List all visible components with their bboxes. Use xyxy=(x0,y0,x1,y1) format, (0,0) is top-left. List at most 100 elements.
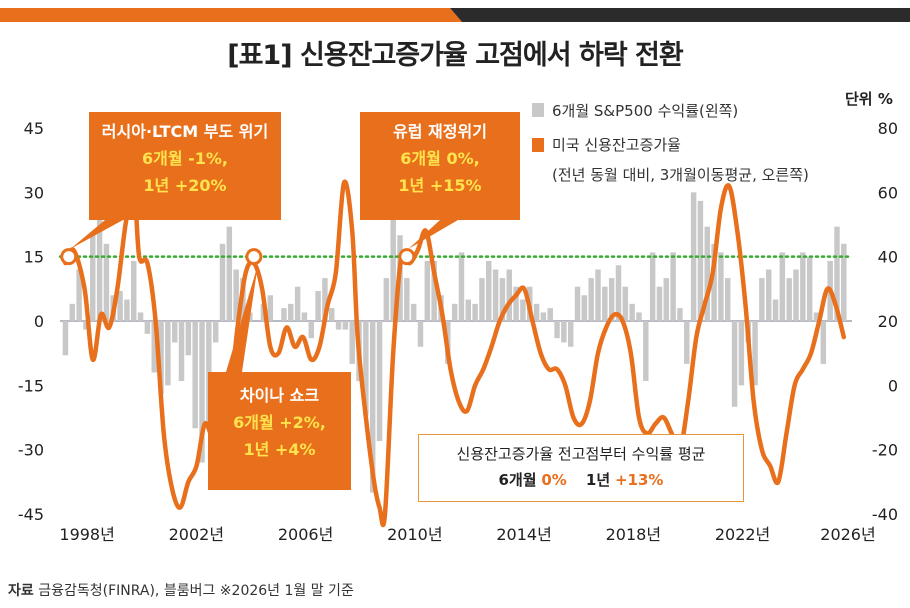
legend-credit-sub: (전년 동월 대비, 3개월이동평균, 오른쪽) xyxy=(552,166,809,184)
sp500-bar xyxy=(547,308,553,321)
sp500-bar xyxy=(649,252,656,321)
sp500-bar xyxy=(281,308,287,321)
average-return-box: 신용잔고증가율 전고점부터 수익률 평균 6개월 0% 1년 +13% xyxy=(418,434,744,502)
sp500-bar xyxy=(513,286,519,321)
sp500-bars xyxy=(62,192,847,493)
six-month-value: 0% xyxy=(541,471,567,489)
sp500-bar xyxy=(165,321,171,386)
callout-europe-title: 유럽 재정위기 xyxy=(393,122,487,141)
sp500-bar xyxy=(772,299,779,321)
sp500-bar xyxy=(841,243,847,321)
sp500-bar xyxy=(151,321,157,373)
sp500-bar xyxy=(820,321,827,364)
average-box-values: 6개월 0% 1년 +13% xyxy=(419,467,743,493)
sp500-bar xyxy=(759,278,765,321)
sp500-bar xyxy=(520,299,526,321)
legend-credit: 미국 신용잔고증가율 xyxy=(552,136,681,154)
peak-markers xyxy=(60,220,458,372)
x-tick-label: 1998년 xyxy=(59,525,114,544)
sp500-bar xyxy=(329,308,335,321)
sp500-bar xyxy=(158,321,164,394)
legend-sp500: 6개월 S&P500 수익률(왼쪽) xyxy=(552,102,739,120)
credit-line-layer xyxy=(63,179,847,527)
sp500-bar xyxy=(117,290,123,321)
sp500-bar xyxy=(738,321,745,386)
sp500-bar xyxy=(697,200,704,321)
sp500-bar xyxy=(499,278,506,321)
peak-marker-china xyxy=(245,248,263,266)
one-year-value: +13% xyxy=(614,471,664,489)
legend-swatch-credit xyxy=(532,138,544,152)
sp500-bar xyxy=(786,278,792,321)
right-tick-label: 60 xyxy=(878,183,898,202)
left-tick-label: 15 xyxy=(24,248,44,267)
sp500-bar xyxy=(704,226,710,321)
sp500-bar xyxy=(212,321,219,343)
sp500-bar xyxy=(588,278,594,321)
sp500-bar xyxy=(178,321,185,382)
sp500-bar xyxy=(663,278,670,321)
left-tick-label: 30 xyxy=(24,183,44,202)
sp500-bar xyxy=(506,269,512,321)
left-tick-label: -15 xyxy=(18,376,44,395)
sp500-bar xyxy=(725,278,731,321)
sp500-bar xyxy=(636,312,642,321)
unit-label: 단위 % xyxy=(845,90,893,108)
callout-china-title: 차이나 쇼크 xyxy=(239,386,320,405)
sp500-bar xyxy=(677,308,683,321)
sp500-bar xyxy=(492,269,499,321)
source-label: 자료 xyxy=(8,583,34,599)
sp500-bar xyxy=(465,299,472,321)
sp500-bar xyxy=(315,290,321,321)
callout-russia-line2: 1년 +20% xyxy=(143,176,227,195)
sp500-bar xyxy=(124,299,130,321)
right-tick-label: -40 xyxy=(872,505,898,524)
callout-europe-line1: 6개월 0%, xyxy=(400,149,480,168)
sp500-bar xyxy=(813,312,820,321)
sp500-bar xyxy=(451,303,458,321)
sp500-bar xyxy=(643,321,649,382)
sp500-bar xyxy=(417,321,424,347)
sp500-bar xyxy=(96,196,103,321)
peak-marker-europe xyxy=(398,248,416,266)
sp500-bar xyxy=(376,321,383,442)
right-tick-label: -20 xyxy=(872,441,898,460)
sp500-bar xyxy=(76,269,82,321)
sp500-bar xyxy=(472,303,478,321)
sp500-bar xyxy=(410,303,417,321)
sp500-bar xyxy=(581,295,588,321)
sp500-bar xyxy=(670,252,676,321)
callout-russia-line1: 6개월 -1%, xyxy=(141,149,229,168)
sp500-bar xyxy=(800,252,806,321)
sp500-bar xyxy=(622,286,629,321)
sp500-bar xyxy=(567,321,574,347)
sp500-bar xyxy=(267,295,274,321)
top-banner-bar xyxy=(0,8,910,22)
sp500-bar xyxy=(137,312,144,321)
sp500-bar xyxy=(62,321,69,356)
sp500-bar xyxy=(404,278,410,321)
sp500-bar xyxy=(431,260,437,321)
sp500-bar xyxy=(69,303,76,321)
legend-swatch-sp500 xyxy=(532,103,544,117)
left-tick-label: -30 xyxy=(18,441,44,460)
sp500-bar xyxy=(363,321,369,416)
sp500-bar xyxy=(233,269,239,321)
x-tick-label: 2018년 xyxy=(606,525,661,544)
x-tick-label: 2006년 xyxy=(278,525,333,544)
source-note: 자료 금융감독청(FINRA), 블룸버그 ※2026년 1월 말 기준 xyxy=(8,580,354,600)
source-text: 금융감독청(FINRA), 블룸버그 ※2026년 1월 말 기준 xyxy=(38,583,354,599)
sp500-bar xyxy=(103,243,110,321)
page-title: [표1] 신용잔고증가율 고점에서 하락 전환 xyxy=(227,40,684,71)
sp500-bar xyxy=(561,321,567,343)
sp500-bar xyxy=(486,260,492,321)
callout-pointer-russia xyxy=(70,220,123,249)
callout-pointer-china xyxy=(226,264,258,372)
sp500-bar xyxy=(390,213,396,321)
sp500-bar xyxy=(131,260,137,321)
axes: 45 30 15 0 -15 -30 -45 80 60 40 20 0 -20 -40 1998년 2002… xyxy=(18,119,898,544)
sp500-bar xyxy=(615,265,622,321)
x-tick-label: 2010년 xyxy=(387,525,442,544)
sp500-bar xyxy=(479,278,485,321)
sp500-bar xyxy=(765,269,772,321)
